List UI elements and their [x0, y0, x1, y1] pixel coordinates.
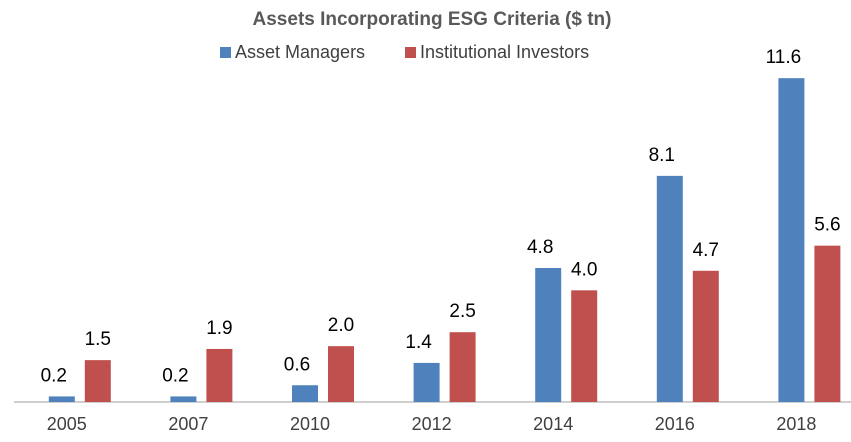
bar [535, 268, 562, 402]
x-tick-label: 2005 [47, 414, 87, 434]
value-label: 5.6 [814, 215, 840, 236]
bar [656, 175, 683, 402]
bar [48, 396, 75, 402]
value-label: 2.5 [449, 301, 475, 322]
x-tick-label: 2014 [533, 414, 573, 434]
value-label: 1.5 [85, 329, 111, 350]
bar [292, 385, 318, 402]
bar [206, 348, 233, 402]
bar [571, 290, 598, 402]
bar [814, 245, 841, 402]
value-label: 11.6 [766, 47, 802, 68]
bar [84, 360, 111, 402]
value-label: 1.4 [405, 332, 432, 353]
legend-label: Asset Managers [235, 42, 365, 62]
x-tick-label: 2016 [655, 414, 695, 434]
legend-swatch [405, 47, 416, 58]
bar [170, 396, 197, 402]
value-label: 4.8 [527, 237, 553, 258]
legend-label: Institutional Investors [420, 42, 589, 62]
value-label: 1.9 [206, 318, 232, 339]
x-tick-label: 2018 [776, 414, 816, 434]
value-label: 4.0 [571, 259, 597, 280]
bar [328, 346, 354, 402]
value-label: 4.7 [693, 240, 719, 261]
bar [778, 78, 805, 403]
value-label: 8.1 [649, 145, 675, 166]
value-label: 2.0 [328, 315, 354, 336]
bar [413, 362, 440, 402]
value-label: 0.2 [162, 365, 188, 386]
x-tick-label: 2007 [168, 414, 208, 434]
value-label: 0.2 [41, 365, 67, 386]
bar [692, 270, 719, 402]
chart-title: Assets Incorporating ESG Criteria ($ tn) [253, 9, 612, 30]
value-label: 0.6 [284, 354, 310, 375]
legend-swatch [220, 47, 231, 58]
bar [449, 332, 476, 402]
x-tick-label: 2010 [290, 414, 330, 434]
x-tick-label: 2012 [412, 414, 452, 434]
